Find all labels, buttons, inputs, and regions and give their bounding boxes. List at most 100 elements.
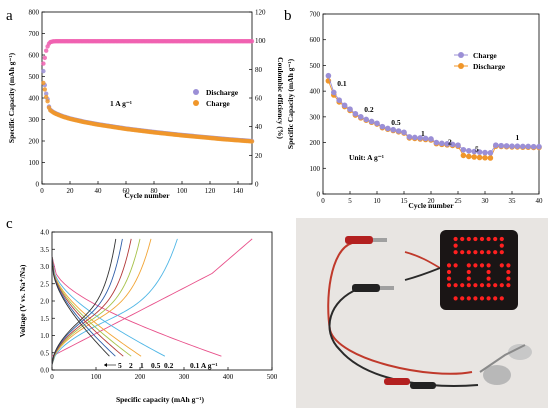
chart-c-ytick-label: 0.0 (40, 367, 49, 375)
chart-b-xlabel: Cycle number (408, 201, 454, 210)
chart-b-point-charge (471, 148, 478, 155)
chart-a-ytick-label: 600 (29, 52, 40, 60)
chart-b-point-charge (341, 102, 348, 109)
chart-c-xtick-label: 0 (50, 373, 54, 381)
chart-a-xtick-label: 80 (151, 187, 159, 195)
chart-a-ytick-label: 700 (29, 30, 40, 38)
chart-c-xtick-label: 100 (91, 373, 102, 381)
chart-c-charge-curve (51, 238, 117, 365)
chart-a-legend-discharge: Discharge (206, 88, 239, 97)
chart-a-legend-discharge-marker (193, 89, 199, 95)
led-dot (453, 296, 458, 301)
chart-a-ylabel: Specific Capacity (mAh g⁻¹) (7, 52, 16, 143)
led-dot (473, 263, 478, 268)
chart-b-point-charge (379, 123, 386, 130)
chart-c-xtick-label: 400 (223, 373, 234, 381)
chart-b-point-charge (498, 142, 505, 149)
chart-b-xtick-label: 30 (482, 197, 490, 205)
led-dot (466, 250, 471, 255)
chart-b-point-charge (455, 142, 461, 148)
chart-a-legend-charge-marker (193, 100, 199, 106)
chart-a-xtick-label: 120 (205, 187, 216, 195)
chart-b-rate-label: 0.5 (391, 118, 401, 127)
led-dot (466, 269, 471, 275)
chart-b-point-charge (406, 134, 413, 140)
chart-b-annotation: Unit: A g⁻¹ (349, 153, 384, 162)
battery-lead (479, 344, 526, 373)
chart-b-point-charge (417, 135, 424, 141)
chart-c-ytick-label: 2.0 (40, 298, 49, 306)
chart-b-ytick-label: 400 (310, 88, 321, 96)
led-dot (479, 283, 485, 288)
chart-b-point-discharge (476, 154, 483, 161)
chart-b-xtick-label: 5 (348, 197, 352, 205)
chart-a-y2tick-label: 20 (255, 152, 263, 160)
chart-b-xtick-label: 10 (374, 197, 382, 205)
chart-b-point-charge (352, 110, 359, 117)
chart-b-point-charge (509, 143, 515, 149)
chart-b-point-charge (336, 97, 343, 103)
chart-c-frame (51, 231, 273, 371)
chart-b-rate-label: 2 (448, 138, 452, 147)
chart-b-point-charge (487, 150, 494, 156)
led-dot (506, 263, 511, 268)
chart-a-legend-charge: Charge (206, 99, 230, 108)
black-wire (328, 288, 479, 387)
chart-b-legend-discharge: Discharge (473, 62, 506, 71)
chart-a-xtick-label: 0 (40, 187, 44, 195)
chart-a-point-discharge (41, 68, 46, 74)
chart-c-xlabel: Specific capacity (mAh g⁻¹) (116, 395, 205, 404)
led-dot (479, 263, 485, 268)
chart-c-rate-label: 0.1 A g⁻¹ (190, 361, 218, 370)
led-dot (499, 263, 504, 268)
chart-c-rate-label: 5 (118, 361, 122, 370)
led-dot (473, 250, 478, 255)
chart-b-point-charge (536, 143, 542, 150)
red-wire-board (404, 251, 441, 269)
chart-b-point-discharge (487, 155, 494, 161)
led-dot (453, 243, 458, 248)
chart-a-y2tick-label: 80 (255, 66, 263, 74)
panel-label-b: b (284, 8, 292, 24)
chart-b-point-charge (358, 114, 364, 120)
chart-c-rate-arrowhead (104, 363, 107, 367)
chart-c-rate-label: 0.5 (151, 361, 161, 370)
chart-a-annotation: 1 A g⁻¹ (110, 99, 132, 108)
chart-b-ytick-label: 600 (310, 36, 321, 44)
led-board (440, 230, 518, 310)
chart-a-xtick-label: 100 (177, 187, 188, 195)
chart-c-discharge-curve (51, 256, 124, 357)
chart-b-ytick-label: 0 (317, 191, 321, 199)
chart-b-point-charge (412, 134, 418, 141)
led-dot (466, 236, 471, 242)
chart-b-rate-label: 0.2 (364, 105, 374, 114)
battery-clip (483, 365, 511, 385)
chart-a-y2tick-label: 120 (255, 9, 266, 17)
chart-a-point-efficiency (249, 39, 255, 44)
chart-b-xtick-label: 0 (321, 197, 325, 205)
chart-b-point-charge (482, 149, 488, 156)
chart-a-ytick-label: 200 (29, 138, 40, 146)
chart-c-discharge-curve (51, 256, 166, 357)
chart-a-point-charge (41, 80, 46, 86)
chart-b-point-charge (363, 116, 370, 123)
black-clip-top (352, 284, 380, 292)
chart-c-discharge-curve (51, 256, 142, 357)
chart-a-ytick-label: 500 (29, 73, 40, 81)
chart-b-legend-charge-marker (458, 52, 464, 58)
led-dot (499, 283, 504, 288)
chart-c-xtick-label: 500 (267, 373, 278, 381)
battery-cell (508, 344, 532, 360)
black-clip-bottom (410, 382, 436, 389)
led-dot (479, 250, 485, 255)
chart-b-rate-label: 1 (516, 133, 520, 142)
chart-c-charge-curve (51, 238, 123, 365)
chart-c-rate-label: 1 (140, 361, 144, 370)
chart-c: 0.0 0.5 1.0 1.5 2.0 2.5 3.0 3.5 4.0 0 100 200 300 40… (18, 229, 278, 405)
led-dot (453, 283, 458, 288)
chart-c-ytick-label: 4.0 (40, 229, 49, 237)
chart-a-point-discharge (44, 91, 49, 96)
led-dot (506, 283, 511, 288)
led-dot (453, 236, 458, 242)
led-dot (486, 269, 491, 275)
